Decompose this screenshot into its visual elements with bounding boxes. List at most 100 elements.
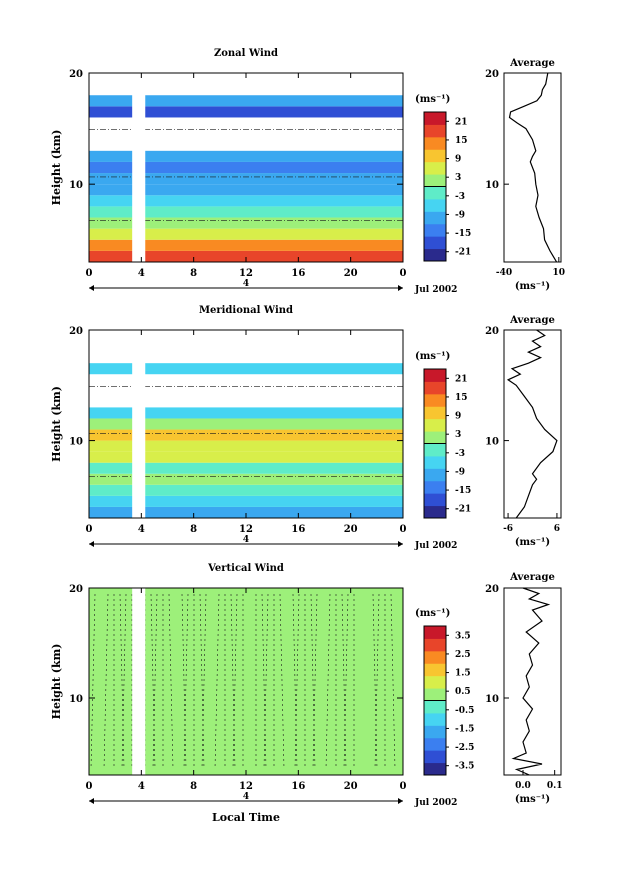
colorbar-tick-label: 1.5 xyxy=(455,669,471,679)
x-tick-label: 16 xyxy=(291,268,305,279)
colorbar-tick-label: 21 xyxy=(455,117,468,127)
chart-title: Meridional Wind xyxy=(199,305,293,316)
x-tick-label: 12 xyxy=(239,524,253,535)
colorbar-cell xyxy=(424,750,446,764)
data-gap xyxy=(132,330,146,518)
contour-line xyxy=(390,593,396,770)
average-unit: (ms⁻¹) xyxy=(515,281,550,292)
data-band xyxy=(89,184,403,196)
date-suffix: Jul 2002 xyxy=(414,798,457,808)
average-profile-line xyxy=(506,329,558,519)
date-axis-arrow xyxy=(89,541,94,547)
colorbar-cell xyxy=(424,468,446,482)
colorbar-cell xyxy=(424,236,446,250)
x-tick-label: 0 xyxy=(400,524,407,535)
average-x-tick-label: 0.0 xyxy=(515,781,531,791)
average-title: Average xyxy=(509,58,555,69)
colorbar-cell xyxy=(424,700,446,714)
colorbar-cell xyxy=(424,186,446,200)
contour-line xyxy=(90,593,96,770)
average-profile-line xyxy=(508,72,558,263)
x-tick-label: 8 xyxy=(190,781,197,792)
colorbar-cell xyxy=(424,406,446,420)
colorbar-tick-label: 0.5 xyxy=(455,687,471,697)
colorbar-tick-label: 15 xyxy=(455,393,468,403)
contour-line xyxy=(279,593,285,770)
data-band xyxy=(89,451,403,463)
contour-line xyxy=(374,593,380,770)
contour-line xyxy=(230,593,236,770)
contour-line xyxy=(181,593,187,770)
colorbar-tick-label: -9 xyxy=(455,467,465,477)
contour-line xyxy=(214,593,220,770)
data-band xyxy=(89,239,403,251)
average-frame xyxy=(503,72,562,263)
contour-line xyxy=(199,593,205,770)
y-axis-label: Height (km) xyxy=(50,386,63,462)
colorbar-cell xyxy=(424,431,446,444)
colorbar-tick-label: -15 xyxy=(455,229,471,239)
colorbar-tick-label: 9 xyxy=(455,412,461,422)
average-y-tick-label: 20 xyxy=(485,326,499,337)
colorbar-tick-label: 9 xyxy=(455,155,461,165)
average-title: Average xyxy=(509,315,555,326)
data-band xyxy=(89,250,403,262)
contour-line xyxy=(341,593,347,770)
colorbar-unit: (ms⁻¹) xyxy=(415,94,450,105)
data-band xyxy=(89,418,403,430)
contour-line xyxy=(183,593,189,770)
data-band xyxy=(89,206,403,218)
colorbar-tick-label: -3 xyxy=(455,192,465,202)
average-x-tick-label: -40 xyxy=(496,268,512,278)
x-tick-label: 4 xyxy=(138,524,145,535)
colorbar-tick-label: 3.5 xyxy=(455,631,471,641)
colorbar-cell xyxy=(424,712,446,726)
date-label: 4 xyxy=(243,279,249,289)
colorbar-cell xyxy=(424,223,446,237)
y-tick-label: 10 xyxy=(69,180,83,191)
colorbar-tick-label: 21 xyxy=(455,374,468,384)
colorbar-tick-label: -15 xyxy=(455,486,471,496)
colorbar-cell xyxy=(424,480,446,494)
data-band xyxy=(89,195,403,207)
data-band xyxy=(89,363,403,375)
date-suffix: Jul 2002 xyxy=(414,285,457,295)
y-tick-label: 20 xyxy=(69,326,83,337)
colorbar-cell xyxy=(424,198,446,212)
x-tick-label: 20 xyxy=(344,524,358,535)
colorbar-cell xyxy=(424,650,446,664)
contour-line xyxy=(103,593,109,770)
data-band xyxy=(89,484,403,496)
data-band xyxy=(89,217,403,229)
average-profile-line xyxy=(511,587,551,776)
x-tick-label: 8 xyxy=(190,268,197,279)
colorbar-tick-label: 3 xyxy=(455,430,461,440)
colorbar-tick-label: -1.5 xyxy=(455,724,474,734)
y-tick-label: 20 xyxy=(69,69,83,80)
panel-1: Meridional Wind 0 4 8 12 16 20 0 10 20 Height (km)… xyxy=(50,305,562,551)
contour-line xyxy=(150,593,156,770)
contour-line xyxy=(201,593,207,770)
data-band xyxy=(89,173,403,185)
colorbar-cell xyxy=(424,626,446,639)
contour-line xyxy=(232,593,238,770)
colorbar-tick-label: -2.5 xyxy=(455,743,474,753)
date-label: 4 xyxy=(243,792,249,802)
contour-line xyxy=(312,593,318,770)
average-x-tick-label: 10 xyxy=(553,268,566,278)
colorbar-tick-label: 15 xyxy=(455,136,468,146)
data-band xyxy=(89,506,403,518)
date-axis-arrow xyxy=(398,798,403,804)
colorbar-tick-label: 2.5 xyxy=(455,650,471,660)
colorbar-cell xyxy=(424,443,446,457)
average-x-tick-label: -6 xyxy=(503,524,513,534)
colorbar-cell xyxy=(424,663,446,677)
colorbar-cell xyxy=(424,493,446,507)
data-band xyxy=(89,150,403,162)
colorbar-unit: (ms⁻¹) xyxy=(415,608,450,619)
colorbar-cell xyxy=(424,737,446,751)
contour-line xyxy=(310,593,316,770)
contour-line xyxy=(168,593,174,770)
average-title: Average xyxy=(509,572,555,583)
